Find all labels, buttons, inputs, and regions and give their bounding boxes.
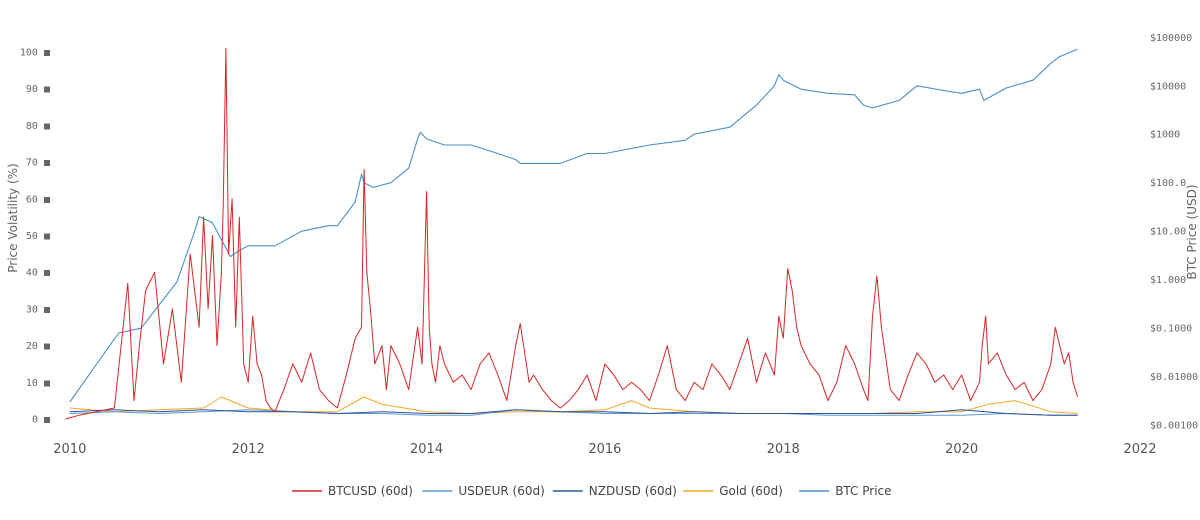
y-tick-label: 100 ■	[20, 48, 50, 59]
y2-tick-label: $0.00100	[1150, 421, 1198, 432]
x-tick-label: 2010	[53, 442, 86, 457]
series-line-btcusd-60d	[65, 47, 1079, 420]
series-line-btc-price	[69, 48, 1078, 403]
series-line-nzdusd-60d	[69, 409, 1078, 416]
legend-label: BTC Price	[835, 484, 891, 498]
legend-label: Gold (60d)	[719, 484, 783, 498]
y-tick-label: 60 ■	[26, 194, 50, 205]
y-tick-label: 80 ■	[26, 121, 50, 132]
y-tick-label: 0 ■	[32, 414, 50, 425]
series-line-usdeur-60d	[69, 409, 1078, 416]
y2-tick-label: $0.01000	[1150, 372, 1198, 383]
y-tick-label: 20 ■	[26, 341, 50, 352]
y-axis-title: Price Volatility (%)	[6, 163, 20, 273]
x-axis-ticks: 2010 2012 2014 2016 2018 2020 2022	[53, 442, 1156, 457]
y2-axis-ticks: $100000 $10000 $1000 $100.0 $10.00 $1.000 $0.1…	[1150, 33, 1198, 432]
legend-item[interactable]: BTC Price	[799, 484, 892, 498]
y-tick-label: 70 ■	[26, 158, 50, 169]
y-axis-ticks: 0 ■ 10 ■ 20 ■ 30 ■ 40 ■ 50 ■ 60 ■ 70 ■ 80 ■ 90 ■ 1…	[20, 48, 50, 426]
y2-tick-label: $10.00	[1150, 227, 1186, 238]
legend: BTCUSD (60d) USDEUR (60d) NZDUSD (60d) Gold…	[292, 484, 892, 498]
y-tick-label: 30 ■	[26, 304, 50, 315]
y-tick-label: 10 ■	[26, 378, 50, 389]
x-tick-label: 2016	[588, 442, 621, 457]
legend-item[interactable]: Gold (60d)	[683, 484, 783, 498]
legend-label: NZDUSD (60d)	[589, 484, 677, 498]
x-tick-label: 2014	[410, 442, 443, 457]
y2-tick-label: $100.0	[1150, 178, 1186, 189]
x-tick-label: 2022	[1123, 442, 1156, 457]
y2-tick-label: $10000	[1150, 81, 1186, 92]
x-tick-label: 2018	[767, 442, 800, 457]
legend-label: USDEUR (60d)	[458, 484, 544, 498]
legend-item[interactable]: USDEUR (60d)	[422, 484, 545, 498]
y2-tick-label: $1000	[1150, 130, 1180, 141]
legend-item[interactable]: BTCUSD (60d)	[292, 484, 413, 498]
x-tick-label: 2020	[945, 442, 978, 457]
y2-tick-label: $0.1000	[1150, 324, 1192, 335]
y2-tick-label: $1.000	[1150, 275, 1186, 286]
x-tick-label: 2012	[232, 442, 265, 457]
y-tick-label: 40 ■	[26, 268, 50, 279]
legend-item[interactable]: NZDUSD (60d)	[552, 484, 677, 498]
series-layer	[65, 47, 1079, 420]
legend-label: BTCUSD (60d)	[328, 484, 413, 498]
y2-axis-title: BTC Price (USD)	[1185, 184, 1199, 279]
y2-tick-label: $100000	[1150, 33, 1192, 44]
y-tick-label: 50 ■	[26, 231, 50, 242]
y-tick-label: 90 ■	[26, 84, 50, 95]
